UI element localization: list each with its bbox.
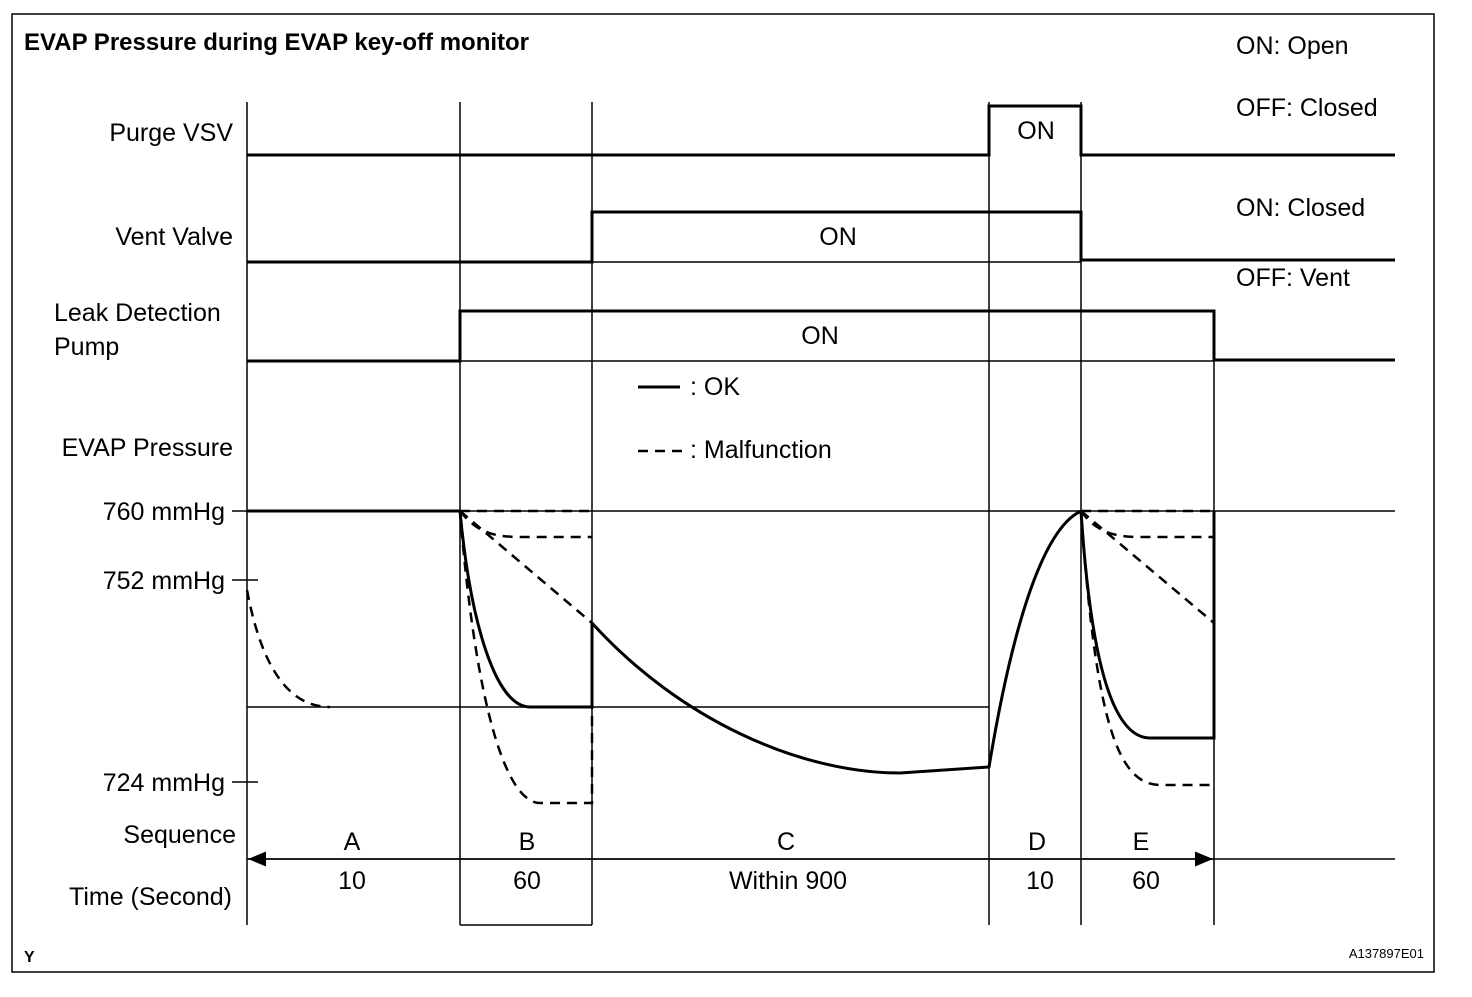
row-label: Purge VSV bbox=[109, 119, 233, 147]
sequence-label: C bbox=[777, 828, 795, 856]
time-label: 60 bbox=[1132, 867, 1160, 895]
pressure-label: 724 mmHg bbox=[103, 769, 225, 797]
pressure-curves bbox=[245, 509, 1216, 805]
sequence-label: D bbox=[1028, 828, 1046, 856]
legend-text: : OK bbox=[690, 373, 740, 401]
signals bbox=[247, 104, 1395, 363]
note: ON: Closed bbox=[1236, 194, 1365, 222]
time-label: 60 bbox=[513, 867, 541, 895]
time-label: 10 bbox=[338, 867, 366, 895]
corner-mark: Y bbox=[24, 949, 35, 966]
note: OFF: Vent bbox=[1236, 264, 1350, 292]
figure-id: A137897E01 bbox=[1349, 946, 1424, 961]
pressure-label: 760 mmHg bbox=[103, 498, 225, 526]
on-label: ON bbox=[801, 322, 839, 350]
on-label: ON bbox=[819, 223, 857, 251]
pressure-label: 752 mmHg bbox=[103, 567, 225, 595]
sequence-label: A bbox=[344, 828, 361, 856]
title: EVAP Pressure during EVAP key-off monito… bbox=[24, 29, 529, 56]
sequence-label: E bbox=[1133, 828, 1150, 856]
row-label: Sequence bbox=[123, 821, 236, 849]
row-label: Vent Valve bbox=[115, 223, 233, 251]
note: ON: Open bbox=[1236, 32, 1349, 60]
row-label: Pump bbox=[54, 333, 119, 361]
row-label: Leak Detection bbox=[54, 299, 221, 327]
border bbox=[11, 13, 1435, 973]
row-label: EVAP Pressure bbox=[62, 434, 233, 462]
row-label: Time (Second) bbox=[69, 883, 232, 911]
time-label: 10 bbox=[1026, 867, 1054, 895]
legend-text: : Malfunction bbox=[690, 436, 832, 464]
grid bbox=[232, 102, 1395, 926]
on-label: ON bbox=[1017, 117, 1055, 145]
time-label: Within 900 bbox=[729, 867, 847, 895]
sequence-label: B bbox=[519, 828, 536, 856]
note: OFF: Closed bbox=[1236, 94, 1378, 122]
